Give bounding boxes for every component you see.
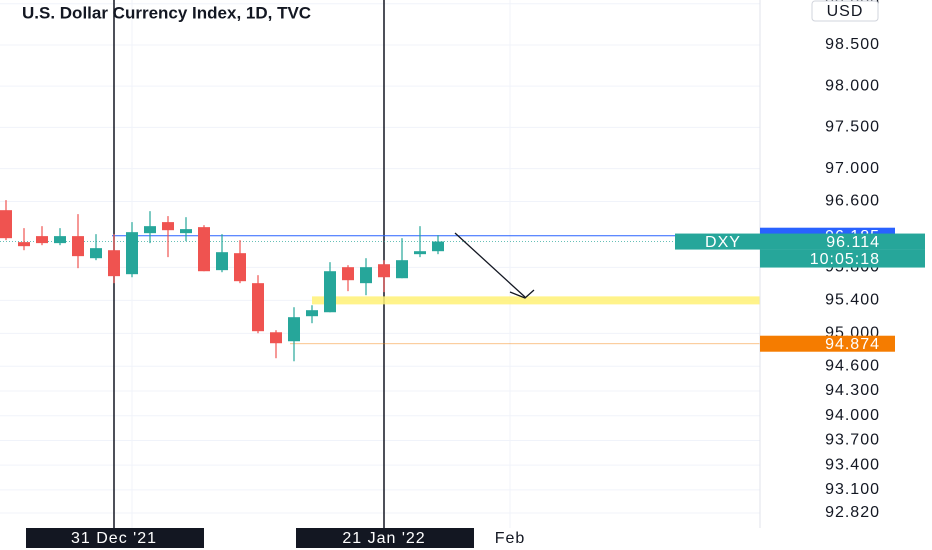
candle-body <box>18 242 30 247</box>
symbol: DXY <box>705 234 741 251</box>
chart-title: U.S. Dollar Currency Index, 1D, TVC <box>22 3 311 22</box>
candle-body <box>288 317 300 342</box>
y-tick-label: 94.000 <box>825 407 880 424</box>
candle-body <box>180 229 192 234</box>
price-label: 94.874 <box>825 336 880 353</box>
x-axis: 31 Dec '21 21 Jan '22 Feb <box>26 528 526 548</box>
candle-body <box>360 267 372 284</box>
y-tick-label: 97.500 <box>825 119 880 136</box>
candle-body <box>72 236 84 257</box>
y-tick-label: 94.300 <box>825 382 880 399</box>
countdown-box <box>760 249 925 268</box>
last-price: 96.114 <box>826 234 880 251</box>
candle-body <box>36 236 48 244</box>
y-axis: 99.00098.50098.00097.50097.00096.60095.8… <box>675 0 925 521</box>
y-tick-label: 94.600 <box>825 358 880 375</box>
candle-body <box>396 260 408 279</box>
zone <box>312 296 760 305</box>
candle-body <box>198 227 210 272</box>
candle-body <box>162 222 174 231</box>
y-tick-label: 93.100 <box>825 481 880 498</box>
candles <box>0 200 444 362</box>
candle-body <box>252 283 264 332</box>
price-label-box <box>760 335 895 352</box>
candle-body <box>216 252 228 271</box>
candle-body <box>306 310 318 317</box>
candle-body <box>108 250 120 277</box>
candle-body <box>270 332 282 344</box>
candle-body <box>234 253 246 282</box>
candle-body <box>378 264 390 278</box>
currency-box[interactable] <box>811 0 879 22</box>
x-tick-label: Feb <box>495 530 526 547</box>
countdown: 10:05:18 <box>810 251 880 268</box>
currency[interactable]: USD <box>827 3 864 20</box>
x-tick-label: 31 Dec '21 <box>71 530 157 547</box>
y-tick-label: 95.400 <box>825 292 880 309</box>
candle-body <box>432 241 444 252</box>
candle-body <box>54 236 66 244</box>
candle-body <box>324 271 336 313</box>
arrow <box>454 232 526 298</box>
candle-body <box>414 251 426 255</box>
candle-body <box>126 232 138 275</box>
x-label-box <box>26 528 204 548</box>
candle-body <box>90 248 102 259</box>
y-tick-label: 93.400 <box>825 456 880 473</box>
candle-body <box>144 226 156 234</box>
last-price-box <box>675 233 925 250</box>
y-tick-label: 98.500 <box>825 36 880 53</box>
x-label-box <box>296 528 474 548</box>
y-tick-label: 92.820 <box>825 504 880 521</box>
arrow-head <box>509 289 535 299</box>
y-tick-label: 98.000 <box>825 77 880 94</box>
candle-body <box>0 210 12 239</box>
y-tick-label: 93.700 <box>825 432 880 449</box>
candle-body <box>342 267 354 281</box>
y-tick-label: 96.600 <box>825 193 880 210</box>
x-tick-label: 21 Jan '22 <box>342 530 425 547</box>
grid <box>0 0 760 528</box>
y-tick-label: 97.000 <box>825 160 880 177</box>
